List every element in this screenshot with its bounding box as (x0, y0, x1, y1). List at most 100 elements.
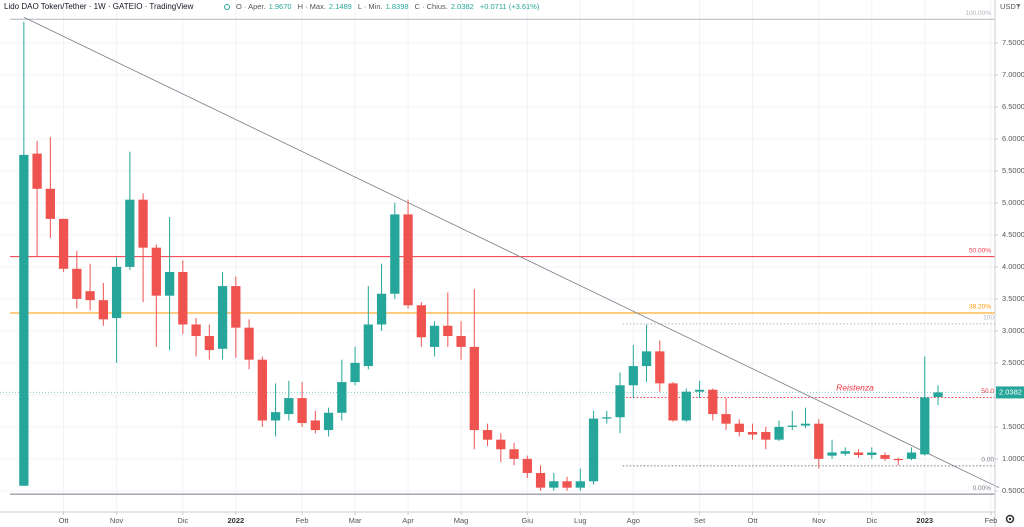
header: Lido DAO Token/Tether · 1W · GATEIO · Tr… (4, 2, 540, 11)
candle-body (85, 291, 95, 301)
candle-body (363, 324, 373, 367)
y-tick-label: 5.0000 (1002, 198, 1024, 207)
candle-body (284, 398, 294, 415)
candles (19, 21, 943, 491)
candle-body (535, 472, 546, 488)
candle-body (125, 199, 135, 267)
candle-body (602, 417, 612, 419)
candle-body (522, 458, 532, 473)
candle-body (469, 346, 479, 431)
candle-body (920, 397, 930, 455)
candle-body (734, 423, 744, 432)
candle-body (164, 272, 175, 296)
candle-body (191, 324, 201, 336)
candle-body (840, 451, 850, 454)
y-tick-label: 3.0000 (1002, 326, 1024, 335)
dropdown-arrow[interactable] (1017, 5, 1020, 7)
candle-body (403, 214, 413, 306)
x-tick-label: Ago (627, 516, 640, 525)
candle-body (217, 286, 228, 349)
candle-body (443, 325, 453, 336)
x-tick-label: Dic (177, 516, 188, 525)
candle-body (482, 430, 493, 440)
x-tick-label: Dic (866, 516, 877, 525)
candle-body (456, 336, 466, 347)
y-tick-label: 6.0000 (1002, 134, 1024, 143)
x-tick-label: Ott (748, 516, 759, 525)
candle-body (323, 412, 334, 431)
candle-body (257, 359, 267, 421)
candle-body (376, 293, 387, 325)
fib2-label: 50.0 (981, 388, 994, 395)
x-tick-label: Mag (454, 516, 469, 525)
x-tick-label: Giu (521, 516, 533, 525)
legend-change: +0.0711 (+3.61%) (480, 2, 540, 11)
candle-body (681, 391, 691, 421)
y-tick-label: 4.0000 (1002, 262, 1024, 271)
candle-body (416, 305, 426, 338)
last-price-box (996, 386, 1024, 399)
y-tick-label: 7.5000 (1002, 38, 1024, 47)
candle-body (721, 414, 731, 424)
x-tick-label: Ott (59, 516, 70, 525)
y-tick-label: 2.5000 (1002, 358, 1024, 367)
x-tick-label: Nov (110, 516, 124, 525)
settings-icon[interactable] (1005, 514, 1015, 524)
candle-body (575, 481, 585, 488)
x-tick-label: Mar (349, 516, 362, 525)
status-dot (224, 4, 230, 10)
candle-body (98, 300, 108, 320)
candle-body (297, 398, 307, 424)
candle-body (708, 389, 718, 415)
candle-body (111, 266, 122, 319)
symbol-title: Lido DAO Token/Tether · 1W · GATEIO · Tr… (4, 2, 194, 11)
legend-value: 2.0382 (451, 2, 474, 11)
candle-body (694, 389, 705, 392)
annotation: Reistenza (836, 383, 874, 393)
candle-body (58, 218, 69, 269)
x-tick-label: Feb (296, 516, 309, 525)
candle-body (19, 154, 29, 486)
fib-label: 100.00% (965, 10, 991, 17)
candle-body (231, 286, 241, 328)
y-tick-label: 6.5000 (1002, 102, 1024, 111)
fib-label: 0.00% (973, 485, 992, 492)
candle-body (549, 481, 559, 488)
x-tick-label: Apr (402, 516, 414, 525)
candle-body (72, 268, 82, 299)
candle-body (32, 153, 42, 189)
y-tick-label: 4.5000 (1002, 230, 1024, 239)
x-tick-label: Lug (574, 516, 587, 525)
last-price-label: 2.0382 (999, 387, 1022, 396)
y-tick-label: 1.0000 (1002, 454, 1024, 463)
x-tick-label: 2022 (227, 516, 244, 525)
y-tick-label: 5.5000 (1002, 166, 1024, 175)
candle-body (761, 432, 771, 440)
trendline (23, 16, 1000, 489)
candle-body (800, 423, 811, 426)
y-axis-title: USDT (1000, 2, 1021, 11)
candle-body (244, 327, 254, 360)
candle-body (429, 325, 440, 347)
candle-body (178, 272, 188, 325)
overlay: 100.00% 50.00% 38.20% 0.00% 100 50.0 0.00 Reist… (0, 10, 1000, 495)
legend-label: O · Aper. (236, 2, 266, 11)
candle-body (668, 383, 678, 421)
legend-label: C · Chius. (415, 2, 448, 11)
candle-body (350, 362, 360, 383)
fib2-label: 100 (983, 315, 994, 322)
candle-body (893, 458, 903, 461)
fib-label: 38.20% (969, 304, 991, 311)
y-tick-label: 0.5000 (1002, 486, 1024, 495)
candle-body (853, 452, 864, 456)
candle-body (641, 351, 652, 367)
candle-body (867, 452, 877, 456)
legend-label: H · Max. (298, 2, 326, 11)
x-tick-label: 2023 (916, 516, 933, 525)
fib-label: 50.00% (969, 247, 991, 254)
y-tick-label: 1.5000 (1002, 422, 1024, 431)
candle-body (880, 455, 890, 459)
legend-value: 1.8398 (386, 2, 409, 11)
